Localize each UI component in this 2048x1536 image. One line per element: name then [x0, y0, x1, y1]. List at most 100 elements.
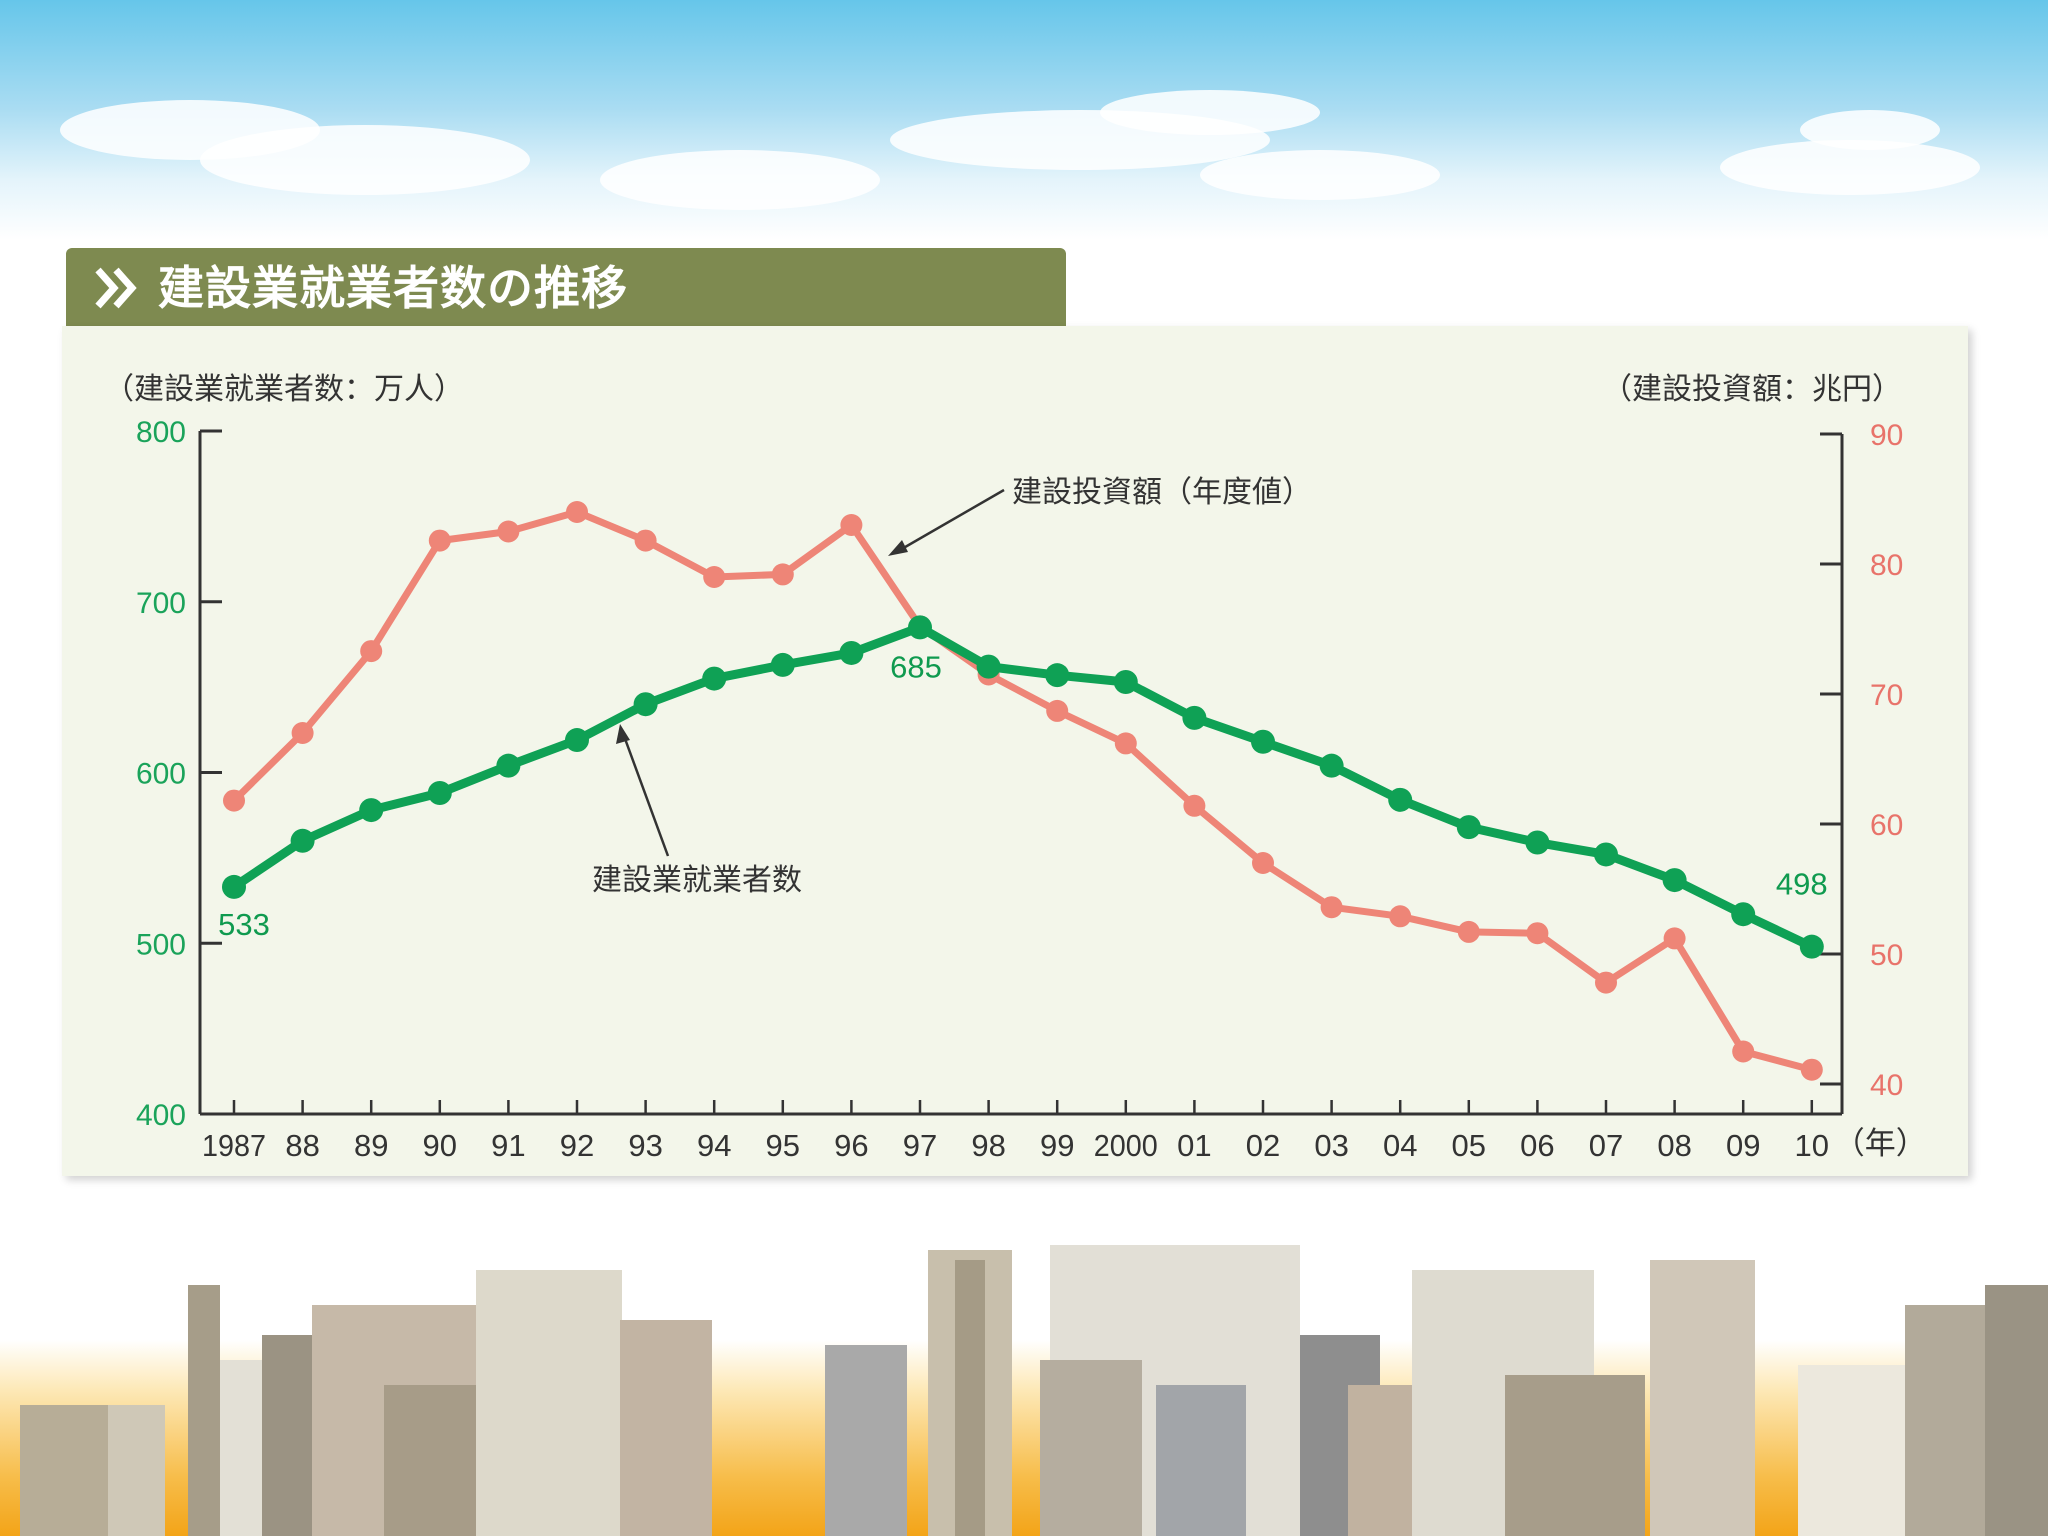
- employment-data-point: [565, 728, 589, 753]
- employment-data-point: [427, 780, 452, 805]
- employment-data-point: [1594, 842, 1618, 867]
- left-y-tick-label: 700: [136, 587, 186, 620]
- investment-data-point: [497, 520, 520, 543]
- cloud: [1200, 150, 1440, 200]
- x-tick-label: 10: [1795, 1128, 1829, 1163]
- x-tick-label: 1987: [202, 1128, 266, 1163]
- investment-data-point: [1183, 794, 1206, 817]
- investment-data-point: [840, 514, 863, 536]
- employment-data-point: [359, 798, 384, 823]
- x-tick-label: 98: [971, 1128, 1005, 1163]
- investment-data-point: [428, 529, 451, 552]
- employment-data-point: [770, 652, 795, 677]
- investment-data-point: [1663, 927, 1686, 950]
- employment-series-line: [231, 622, 1814, 951]
- x-tick-label: 03: [1314, 1128, 1348, 1163]
- chart-ticks: 400 500 600 700 800 40 50 60 70 80 90 1987 88 89 90 91 9…: [136, 416, 1927, 1163]
- employment-data-point: [908, 615, 932, 640]
- cloud: [600, 150, 880, 210]
- sky-background: [0, 0, 2048, 240]
- investment-data-point: [566, 501, 588, 523]
- left-axis-unit-label: （建設業就業者数：万人）: [104, 372, 464, 407]
- x-tick-label: 95: [766, 1128, 800, 1163]
- investment-data-point: [1595, 971, 1617, 994]
- investment-arrow-line: [899, 488, 1005, 552]
- x-tick-label: 93: [628, 1128, 662, 1163]
- investment-arrow-head: [888, 540, 908, 556]
- double-chevron-right-icon: [95, 267, 137, 309]
- x-tick-label: 04: [1383, 1128, 1417, 1163]
- investment-data-point: [1046, 699, 1069, 722]
- employment-data-point: [290, 828, 315, 853]
- investment-series-label: 建設投資額（年度値）: [1012, 475, 1312, 510]
- left-y-tick-label: 400: [136, 1099, 186, 1132]
- chart-title-bar: 建設業就業者数の推移: [66, 248, 1066, 328]
- x-tick-label: 92: [560, 1128, 594, 1163]
- investment-data-point: [771, 563, 794, 586]
- chart-series: [222, 501, 1824, 1081]
- x-tick-label: 06: [1520, 1128, 1554, 1163]
- investment-data-point: [1389, 905, 1412, 928]
- employment-data-point: [1113, 670, 1138, 695]
- investment-data-point: [291, 722, 314, 744]
- investment-data-point: [1252, 852, 1274, 874]
- employment-arrow-head: [616, 724, 630, 744]
- investment-series-line: [231, 508, 1813, 1074]
- city-skyline-illustration: [20, 1245, 2048, 1536]
- x-tick-label: 05: [1452, 1128, 1486, 1163]
- employment-data-point: [1388, 787, 1413, 812]
- investment-data-point: [1114, 732, 1137, 755]
- right-y-tick-label: 60: [1870, 809, 1903, 842]
- investment-data-point: [1526, 922, 1549, 945]
- x-axis-unit-label: （年）: [1834, 1126, 1927, 1161]
- investment-data-point: [223, 789, 245, 812]
- employment-data-point: [1731, 902, 1756, 927]
- investment-data-point: [634, 529, 657, 552]
- chart-annotations: 建設投資額（年度値） 建設業就業者数: [592, 475, 1312, 898]
- investment-data-point: [360, 640, 383, 663]
- left-y-tick-label: 500: [136, 928, 186, 961]
- investment-data-point: [1320, 896, 1343, 919]
- cloud: [1800, 110, 1940, 150]
- employment-series-label: 建設業就業者数: [592, 863, 802, 898]
- data-label: 533: [218, 907, 270, 942]
- employment-data-point: [1456, 815, 1481, 840]
- chart-panel: （建設業就業者数：万人） （建設投資額：兆円） 400 500 600 700 800 4…: [62, 326, 1968, 1176]
- right-y-tick-label: 70: [1870, 679, 1903, 712]
- x-tick-label: 89: [354, 1128, 388, 1163]
- x-tick-label: 07: [1589, 1128, 1623, 1163]
- employment-data-point: [222, 874, 246, 899]
- right-y-tick-label: 40: [1870, 1069, 1903, 1102]
- investment-data-point: [1732, 1040, 1755, 1063]
- x-tick-label: 91: [491, 1128, 525, 1163]
- investment-data-point: [1800, 1058, 1823, 1081]
- x-tick-label: 97: [903, 1128, 937, 1163]
- left-y-tick-label: 800: [136, 416, 186, 449]
- x-tick-label: 2000: [1094, 1128, 1158, 1163]
- employment-data-point: [496, 753, 521, 778]
- employment-data-point: [1662, 868, 1687, 893]
- employment-data-point: [702, 666, 727, 691]
- employment-data-point: [1799, 934, 1824, 959]
- employment-arrow-line: [622, 735, 670, 857]
- employment-data-point: [633, 692, 658, 717]
- line-chart: （建設業就業者数：万人） （建設投資額：兆円） 4005006007008004…: [104, 372, 1927, 1163]
- investment-data-point: [1457, 920, 1480, 943]
- x-tick-label: 90: [423, 1128, 457, 1163]
- right-y-tick-label: 90: [1870, 419, 1903, 452]
- employment-data-point: [1045, 663, 1070, 688]
- cloud: [200, 125, 530, 195]
- investment-data-point: [703, 566, 726, 588]
- chart-data-labels: 533 685 498: [218, 649, 1828, 942]
- x-tick-label: 96: [834, 1128, 868, 1163]
- x-tick-label: 88: [285, 1128, 319, 1163]
- employment-data-point: [1525, 830, 1550, 855]
- employment-data-point: [976, 654, 1001, 679]
- chart-title: 建設業就業者数の推移: [158, 261, 628, 315]
- data-label: 498: [1776, 867, 1828, 902]
- x-tick-label: 02: [1246, 1128, 1280, 1163]
- data-label: 685: [890, 649, 942, 684]
- x-tick-label: 94: [697, 1128, 731, 1163]
- right-y-tick-label: 50: [1870, 939, 1903, 972]
- left-y-tick-label: 600: [136, 758, 186, 791]
